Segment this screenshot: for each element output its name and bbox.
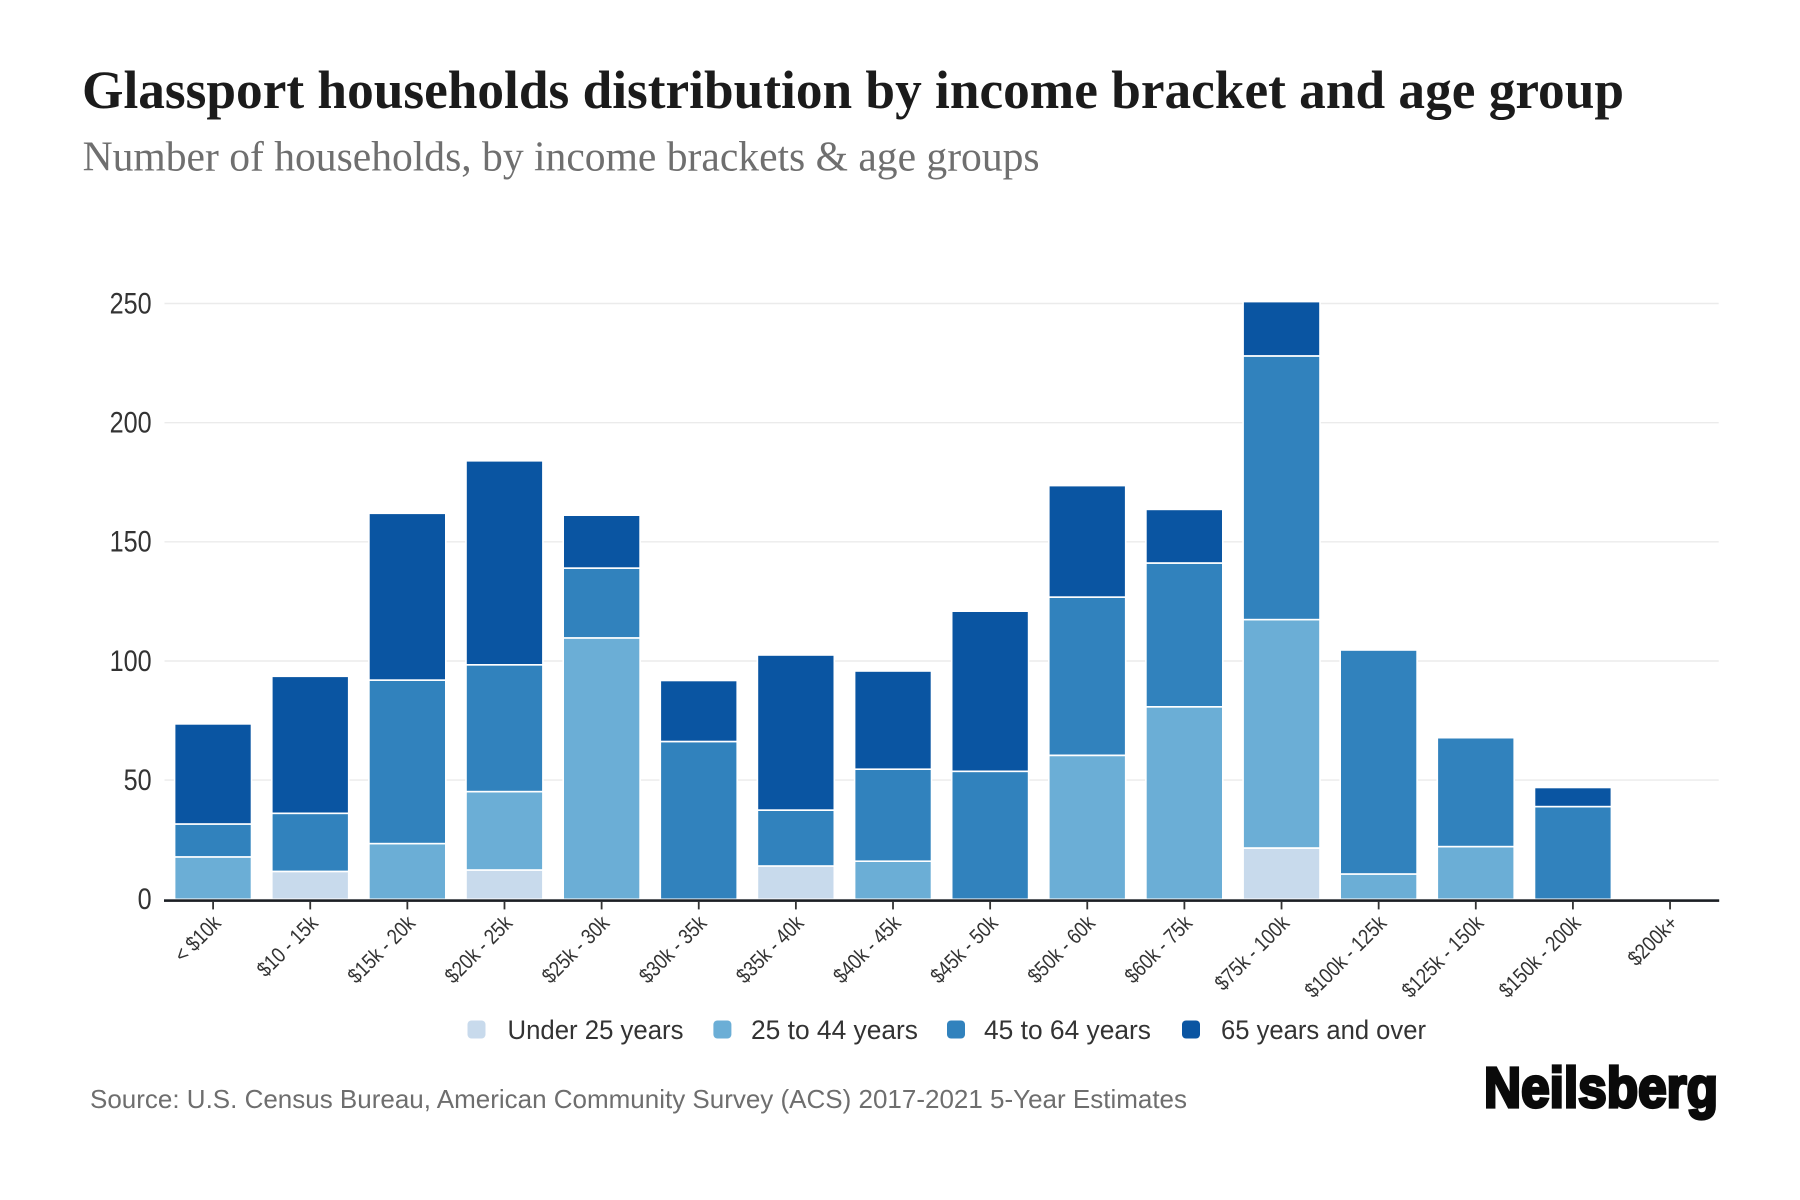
svg-text:$45k - 50k: $45k - 50k bbox=[926, 911, 1003, 988]
svg-text:$50k - 60k: $50k - 60k bbox=[1023, 911, 1100, 988]
svg-text:$15k - 20k: $15k - 20k bbox=[343, 911, 420, 988]
svg-text:$10 - 15k: $10 - 15k bbox=[252, 911, 323, 982]
svg-text:$75k - 100k: $75k - 100k bbox=[1210, 911, 1294, 995]
svg-text:150: 150 bbox=[110, 526, 152, 559]
svg-text:$35k - 40k: $35k - 40k bbox=[732, 911, 809, 988]
svg-text:45 to 64 years: 45 to 64 years bbox=[984, 1015, 1151, 1045]
svg-text:$125k - 150k: $125k - 150k bbox=[1397, 911, 1488, 1002]
svg-text:$200k+: $200k+ bbox=[1623, 911, 1682, 970]
svg-text:$150k - 200k: $150k - 200k bbox=[1494, 911, 1585, 1002]
svg-text:$100k - 125k: $100k - 125k bbox=[1300, 911, 1391, 1002]
svg-text:0: 0 bbox=[138, 883, 152, 916]
svg-text:$20k - 25k: $20k - 25k bbox=[440, 911, 517, 988]
svg-text:50: 50 bbox=[124, 764, 152, 797]
svg-text:100: 100 bbox=[110, 645, 152, 678]
svg-text:65 years and over: 65 years and over bbox=[1221, 1015, 1426, 1045]
svg-text:Neilsberg: Neilsberg bbox=[1484, 1056, 1718, 1120]
svg-text:$25k - 30k: $25k - 30k bbox=[537, 911, 614, 988]
svg-text:$40k - 45k: $40k - 45k bbox=[829, 911, 906, 988]
svg-text:$60k - 75k: $60k - 75k bbox=[1120, 911, 1197, 988]
svg-text:200: 200 bbox=[110, 407, 152, 440]
svg-text:< $10k: < $10k bbox=[170, 911, 226, 967]
svg-text:$30k - 35k: $30k - 35k bbox=[634, 911, 711, 988]
svg-text:250: 250 bbox=[110, 287, 152, 320]
svg-text:Number of households, by incom: Number of households, by income brackets… bbox=[83, 135, 1040, 181]
svg-text:Glassport households distribut: Glassport households distribution by inc… bbox=[82, 60, 1624, 120]
svg-text:25 to 44 years: 25 to 44 years bbox=[751, 1015, 918, 1045]
svg-text:Source: U.S. Census Bureau, Am: Source: U.S. Census Bureau, American Com… bbox=[90, 1084, 1187, 1114]
svg-text:Under 25 years: Under 25 years bbox=[508, 1015, 684, 1045]
